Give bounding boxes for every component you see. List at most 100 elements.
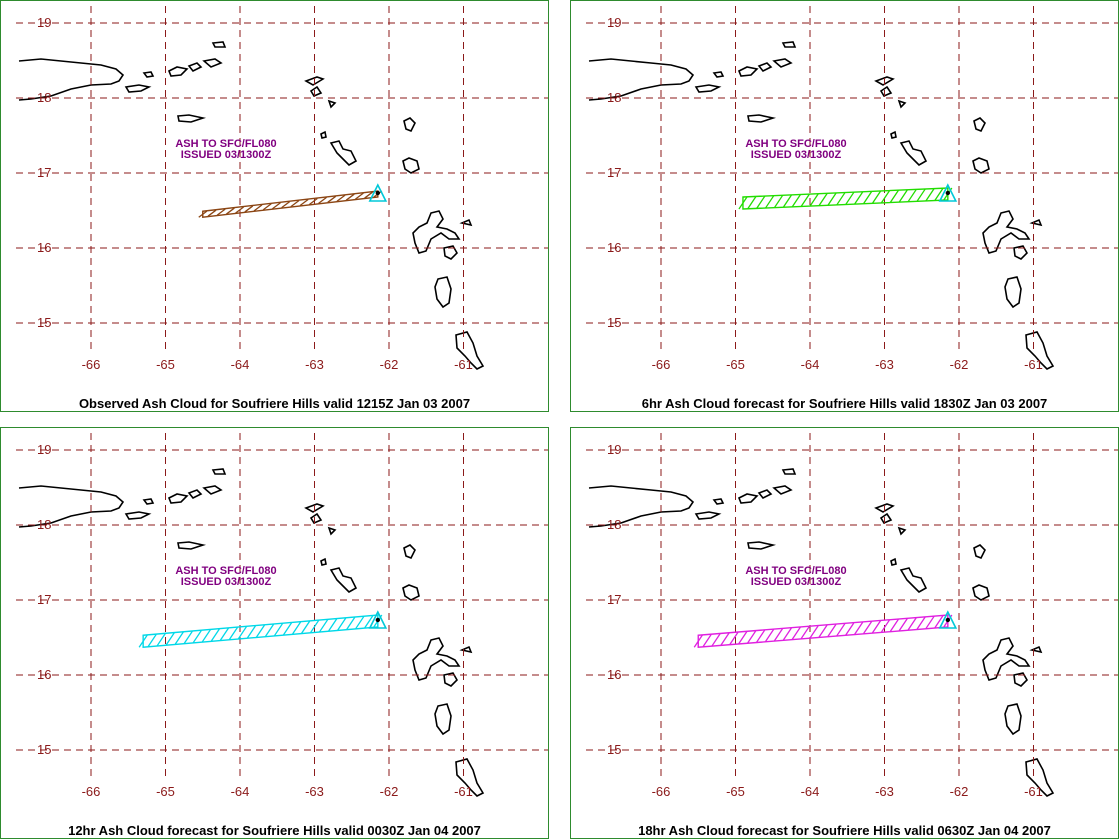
latitude-tick-label: 15 bbox=[37, 742, 51, 757]
coastline bbox=[459, 645, 473, 654]
coastline bbox=[899, 567, 928, 593]
coastline bbox=[982, 637, 1031, 681]
note-ash-level: ASH TO SFC/FL080 bbox=[175, 138, 276, 150]
latitude-tick-label: 15 bbox=[607, 742, 621, 757]
coastline bbox=[781, 41, 797, 48]
coastline bbox=[167, 66, 189, 77]
panel-observed: -66 -65 -64 -63 -62 -61 19 18 17 16 15 ASH TO SFC/F… bbox=[0, 0, 549, 412]
coastline bbox=[772, 485, 793, 495]
longitude-tick-label: -64 bbox=[801, 357, 820, 372]
coastline bbox=[1025, 758, 1055, 797]
coastline bbox=[1013, 672, 1028, 687]
ash-cloud-plume bbox=[138, 614, 383, 649]
coastline bbox=[879, 85, 893, 98]
coastline bbox=[1029, 218, 1043, 227]
latitude-tick-label: 16 bbox=[607, 240, 621, 255]
longitude-tick-label: -61 bbox=[1024, 784, 1043, 799]
coastline bbox=[434, 276, 452, 309]
coastline bbox=[973, 117, 986, 133]
latitude-tick-label: 17 bbox=[37, 165, 51, 180]
coastline bbox=[899, 140, 928, 166]
coastline bbox=[588, 485, 695, 528]
coastlines bbox=[18, 41, 485, 370]
coastline bbox=[712, 71, 725, 78]
coastline bbox=[747, 541, 777, 550]
coastline bbox=[890, 130, 897, 139]
coastline bbox=[1013, 245, 1028, 260]
note-issued: ISSUED 03/1300Z bbox=[181, 149, 272, 161]
panel-12hr: -66 -65 -64 -63 -62 -61 19 18 17 16 15 ASH TO SFC/F… bbox=[0, 427, 549, 839]
coastline bbox=[320, 557, 327, 566]
coastline bbox=[1004, 703, 1022, 736]
coastline bbox=[211, 468, 227, 475]
coastline bbox=[694, 511, 722, 520]
coastline bbox=[757, 489, 773, 500]
coastline bbox=[897, 99, 907, 109]
longitude-tick-label: -61 bbox=[454, 784, 473, 799]
caption-6hr: 6hr Ash Cloud forecast for Soufriere Hil… bbox=[641, 396, 1048, 411]
note-ash-level: ASH TO SFC/FL080 bbox=[745, 565, 846, 577]
caption-18hr: 18hr Ash Cloud forecast for Soufriere Hi… bbox=[638, 823, 1051, 838]
coastline bbox=[588, 58, 695, 101]
longitude-tick-label: -62 bbox=[950, 357, 969, 372]
longitude-tick-label: -62 bbox=[380, 357, 399, 372]
latitude-tick-label: 16 bbox=[37, 240, 51, 255]
note-ash-level: ASH TO SFC/FL080 bbox=[745, 138, 846, 150]
note-ash-level: ASH TO SFC/FL080 bbox=[175, 565, 276, 577]
coastline bbox=[177, 114, 207, 123]
coastline bbox=[329, 140, 358, 166]
latitude-tick-label: 19 bbox=[607, 15, 621, 30]
coastline bbox=[897, 526, 907, 536]
volcano-triangle-icon bbox=[938, 610, 958, 629]
map-12hr: -66 -65 -64 -63 -62 -61 19 18 17 16 15 ASH TO SFC/F… bbox=[16, 433, 548, 799]
longitude-tick-label: -65 bbox=[726, 357, 745, 372]
coastline bbox=[309, 85, 323, 98]
longitude-tick-label: -63 bbox=[305, 784, 324, 799]
coastline bbox=[459, 218, 473, 227]
longitude-tick-label: -66 bbox=[652, 784, 671, 799]
longitude-tick-label: -64 bbox=[801, 784, 820, 799]
latitude-tick-label: 19 bbox=[37, 15, 51, 30]
longitude-tick-label: -65 bbox=[156, 784, 175, 799]
coastline bbox=[890, 557, 897, 566]
map-6hr: -66 -65 -64 -63 -62 -61 19 18 17 16 15 ASH TO SFC/F… bbox=[586, 6, 1118, 372]
coastline bbox=[309, 512, 323, 525]
coastline bbox=[1029, 645, 1043, 654]
coastline bbox=[412, 210, 461, 254]
coastline bbox=[712, 498, 725, 505]
coastline bbox=[455, 758, 485, 797]
longitude-tick-label: -62 bbox=[380, 784, 399, 799]
coastline bbox=[402, 584, 420, 601]
coastline bbox=[304, 76, 325, 86]
coastline bbox=[443, 672, 458, 687]
coastline bbox=[327, 99, 337, 109]
ash-cloud-plume bbox=[198, 190, 383, 219]
coastline bbox=[403, 544, 416, 560]
coastline bbox=[1004, 276, 1022, 309]
latitude-tick-label: 15 bbox=[37, 315, 51, 330]
ash-cloud-plume bbox=[738, 187, 953, 210]
coastline bbox=[177, 541, 207, 550]
coastline bbox=[973, 544, 986, 560]
panel-6hr: -66 -65 -64 -63 -62 -61 19 18 17 16 15 ASH TO SFC/F… bbox=[570, 0, 1119, 412]
coastline bbox=[167, 493, 189, 504]
coastline bbox=[18, 58, 125, 101]
ash-cloud-plume bbox=[693, 614, 953, 649]
longitude-tick-label: -65 bbox=[726, 784, 745, 799]
latitude-tick-label: 18 bbox=[607, 517, 621, 532]
coastline bbox=[972, 584, 990, 601]
latitude-tick-label: 17 bbox=[37, 592, 51, 607]
coastline bbox=[202, 485, 223, 495]
coastline bbox=[434, 703, 452, 736]
longitude-tick-label: -61 bbox=[1024, 357, 1043, 372]
longitude-tick-label: -66 bbox=[652, 357, 671, 372]
longitude-tick-label: -65 bbox=[156, 357, 175, 372]
volcano-triangle-icon bbox=[368, 183, 388, 202]
coastline bbox=[403, 117, 416, 133]
latitude-tick-label: 19 bbox=[37, 442, 51, 457]
longitude-tick-label: -64 bbox=[231, 357, 250, 372]
longitude-tick-label: -63 bbox=[875, 357, 894, 372]
latitude-tick-label: 17 bbox=[607, 592, 621, 607]
coastline bbox=[737, 493, 759, 504]
coastline bbox=[211, 41, 227, 48]
